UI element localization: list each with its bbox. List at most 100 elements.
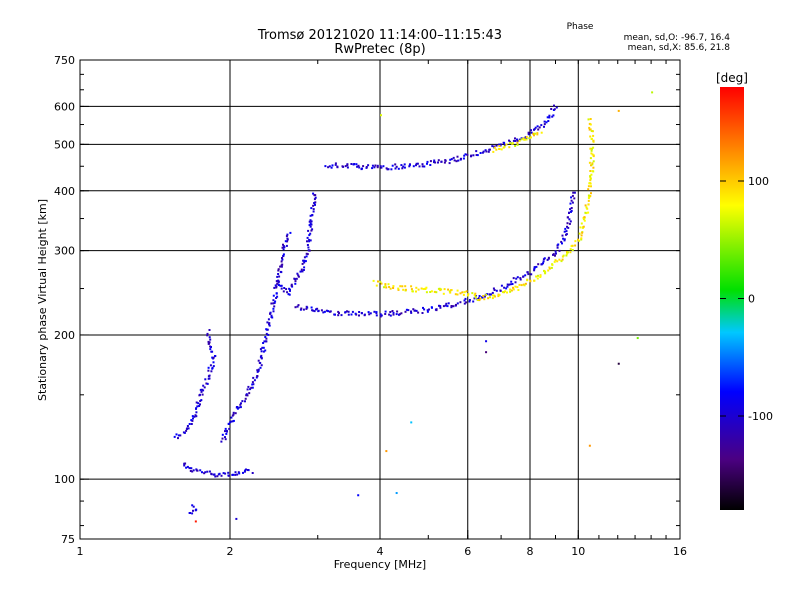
- data-point: [583, 216, 586, 219]
- data-point: [442, 305, 445, 308]
- data-point: [590, 130, 593, 132]
- data-point: [192, 509, 194, 512]
- data-point: [472, 154, 475, 157]
- data-point: [554, 250, 557, 253]
- data-point: [516, 141, 519, 144]
- data-point: [245, 468, 247, 471]
- data-point: [190, 419, 193, 422]
- data-point: [565, 254, 568, 257]
- data-point: [285, 244, 288, 247]
- data-point: [518, 139, 521, 142]
- data-point: [565, 230, 568, 233]
- data-point: [389, 314, 392, 317]
- data-point: [189, 470, 192, 472]
- data-point: [275, 280, 278, 283]
- data-point: [213, 473, 216, 476]
- data-point: [390, 168, 393, 171]
- x-tick-label: 16: [673, 545, 687, 558]
- data-point: [380, 282, 383, 285]
- data-point: [426, 309, 429, 312]
- data-point: [592, 139, 595, 142]
- data-point: [570, 196, 573, 199]
- data-point: [397, 287, 400, 290]
- data-point: [365, 166, 368, 168]
- data-point: [428, 308, 430, 311]
- data-point: [210, 350, 213, 353]
- data-point: [544, 272, 547, 275]
- data-point: [195, 469, 198, 472]
- data-point: [342, 165, 345, 168]
- data-point: [426, 310, 429, 313]
- data-point: [568, 212, 570, 214]
- data-point: [417, 288, 420, 291]
- data-point: [195, 411, 198, 414]
- data-point: [455, 160, 458, 163]
- data-point: [571, 194, 574, 197]
- data-point: [299, 308, 302, 311]
- data-point: [224, 438, 227, 441]
- data-point: [515, 277, 518, 280]
- data-point: [522, 275, 525, 278]
- data-point: [589, 157, 592, 160]
- data-point: [494, 295, 496, 298]
- data-point: [307, 246, 310, 249]
- data-point: [424, 287, 427, 290]
- data-point: [328, 310, 331, 313]
- data-point: [206, 470, 209, 473]
- data-point: [199, 469, 202, 472]
- data-point: [191, 504, 194, 507]
- data-point: [194, 520, 197, 523]
- data-point: [452, 305, 455, 308]
- data-point: [410, 421, 413, 424]
- data-point: [439, 289, 442, 292]
- data-point: [539, 276, 542, 278]
- data-point: [188, 467, 191, 470]
- data-point: [244, 400, 246, 403]
- data-point: [346, 163, 349, 166]
- data-point: [433, 159, 436, 162]
- data-point: [251, 383, 254, 386]
- data-point: [563, 239, 566, 242]
- data-point: [227, 471, 230, 474]
- data-point: [493, 289, 496, 291]
- data-point: [201, 388, 204, 391]
- data-point: [312, 309, 315, 312]
- data-point: [592, 154, 595, 157]
- data-point: [198, 405, 201, 407]
- data-point: [387, 283, 390, 286]
- data-point: [443, 161, 446, 164]
- data-point: [511, 283, 514, 285]
- data-point: [346, 310, 348, 313]
- data-point: [337, 314, 340, 317]
- data-point: [262, 350, 265, 353]
- colorbar-tick-label: 100: [748, 175, 769, 188]
- data-point: [317, 309, 320, 312]
- data-point: [588, 161, 591, 164]
- data-point: [302, 308, 305, 311]
- y-tick-label: 200: [54, 329, 75, 342]
- data-point: [220, 440, 223, 443]
- data-point: [536, 132, 539, 135]
- data-point: [448, 162, 451, 165]
- data-point: [580, 234, 583, 237]
- data-point: [542, 262, 544, 265]
- data-point: [221, 433, 224, 436]
- data-point: [568, 222, 571, 225]
- data-point: [532, 132, 535, 135]
- data-point: [199, 400, 202, 402]
- data-point: [192, 469, 195, 472]
- data-point: [416, 162, 419, 165]
- data-point: [485, 293, 488, 296]
- data-point: [229, 421, 232, 424]
- data-point: [421, 312, 424, 314]
- data-point: [408, 163, 411, 166]
- data-point: [574, 244, 577, 247]
- data-point: [516, 143, 519, 146]
- x-tick-label: 1: [77, 545, 84, 558]
- data-point: [551, 263, 554, 266]
- data-point: [278, 275, 281, 278]
- data-point: [243, 470, 246, 473]
- data-point: [587, 194, 590, 197]
- data-point: [568, 218, 571, 221]
- x-tick-label: 10: [571, 545, 585, 558]
